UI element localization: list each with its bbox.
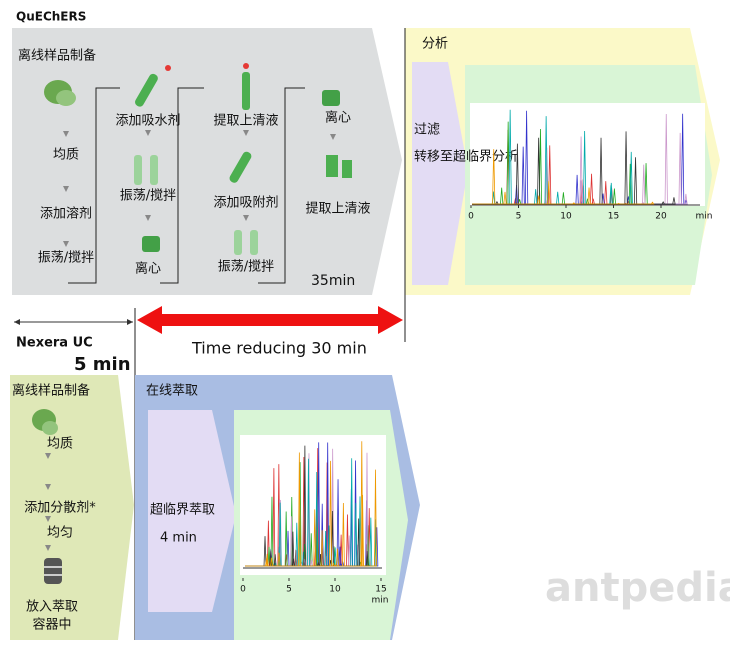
vials-icon — [326, 155, 352, 178]
transfer-step: 转移至超临界分析 — [414, 150, 518, 165]
prep-title: 离线样品制备 — [18, 48, 96, 64]
analysis-title: 分析 — [422, 37, 448, 52]
tube-icon — [229, 151, 252, 183]
tubes-icon — [134, 155, 158, 185]
watermark: antpedia — [545, 565, 730, 611]
step-label: 振荡/搅拌 — [120, 188, 176, 204]
tick-label: 15 — [375, 585, 386, 595]
peaks — [472, 109, 688, 205]
prep-title: 离线样品制备 — [12, 383, 90, 399]
peak-trace — [472, 149, 655, 205]
arrow-head — [14, 319, 20, 325]
step-label: 离心 — [325, 110, 351, 126]
peak-trace — [245, 441, 377, 567]
peaks — [245, 441, 379, 567]
tube-icon — [135, 65, 171, 107]
chromatogram-area — [240, 435, 386, 575]
tick-label: 0 — [240, 585, 246, 595]
centrifuge-icon — [142, 236, 160, 252]
connector — [68, 87, 120, 284]
step-label: 均质 — [47, 437, 73, 452]
sfe-panel — [148, 410, 236, 612]
step-label: 放入萃取 — [26, 600, 78, 615]
quechers-label: QuEChERS — [16, 10, 86, 24]
tick-label: 5 — [516, 212, 522, 222]
pipette-icon — [242, 63, 250, 110]
sfe-time: 4 min — [160, 531, 197, 546]
connector — [160, 87, 204, 284]
tick-label: 10 — [329, 585, 341, 595]
step-label: 添加分散剂* — [24, 501, 96, 516]
step-label: 提取上清液 — [213, 113, 278, 129]
nexera-time: 5 min — [74, 354, 131, 375]
reduction-arrow — [137, 306, 403, 334]
filter-panel — [412, 62, 468, 285]
step-label: 添加吸水剂 — [115, 114, 180, 129]
step-label: 均匀 — [47, 526, 73, 541]
reduction-text: Time reducing 30 min — [191, 339, 367, 358]
tick-label: 5 — [286, 585, 292, 595]
step-arrows — [63, 130, 336, 247]
centrifuge-icon — [322, 90, 340, 106]
unit-label: min — [696, 212, 713, 222]
x-ticks: 0 5 10 15 20 min — [468, 205, 712, 222]
prep-panel — [10, 375, 134, 640]
arrow-head — [127, 319, 133, 325]
step-label: 均质 — [53, 148, 79, 163]
quechers-panel — [12, 28, 402, 295]
cell-icon — [44, 558, 62, 584]
step-label: 振荡/搅拌 — [218, 259, 274, 275]
step-label: 提取上清液 — [305, 201, 370, 217]
tubes-icon — [234, 230, 258, 255]
connector — [258, 87, 305, 284]
vegetable-icon — [44, 80, 76, 106]
step-label: 离心 — [135, 261, 161, 277]
tick-label: 10 — [560, 212, 572, 222]
sfe-step: 超临界萃取 — [150, 503, 215, 518]
tick-label: 15 — [608, 212, 619, 222]
step-label: 振荡/搅拌 — [38, 250, 94, 266]
nexera-label: Nexera UC — [16, 336, 93, 351]
step-label: 容器中 — [32, 617, 71, 633]
filter-step: 过滤 — [414, 123, 440, 138]
online-title: 在线萃取 — [146, 384, 198, 399]
tick-label: 20 — [655, 212, 667, 222]
unit-label: min — [372, 596, 389, 606]
tick-label: 0 — [468, 212, 474, 222]
quechers-time: 35min — [311, 273, 355, 289]
step-arrows — [45, 453, 51, 551]
vegetable-icon — [32, 409, 58, 435]
step-label: 添加溶剂 — [40, 207, 92, 222]
step-label: 添加吸附剂 — [213, 196, 278, 211]
